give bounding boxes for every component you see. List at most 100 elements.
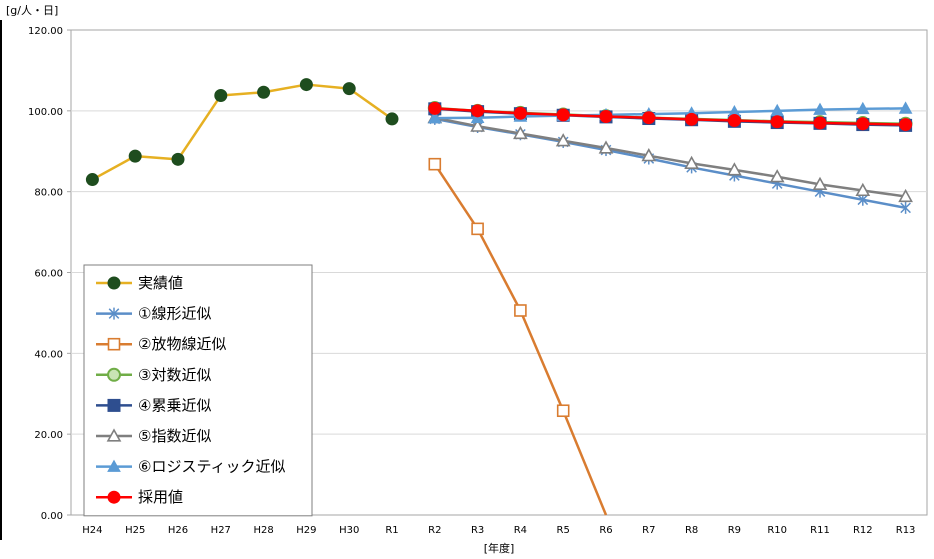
x-tick-label: H28 bbox=[253, 525, 273, 536]
y-tick-label: 60.00 bbox=[34, 269, 63, 280]
series-line bbox=[434, 107, 906, 126]
x-tick-label: R1 bbox=[385, 525, 398, 536]
data-point bbox=[299, 78, 313, 92]
data-point bbox=[900, 201, 911, 214]
x-tick-label: R3 bbox=[471, 525, 484, 536]
data-point bbox=[599, 109, 613, 123]
series-8 bbox=[428, 101, 913, 132]
x-tick-label: R8 bbox=[685, 525, 698, 536]
x-tick-label: H26 bbox=[168, 525, 188, 536]
data-point bbox=[513, 125, 528, 140]
y-tick-label: 100.00 bbox=[28, 107, 63, 118]
legend-item: ④累乗近似 bbox=[96, 396, 211, 414]
x-tick-label: R4 bbox=[514, 525, 527, 536]
x-tick-label: R5 bbox=[557, 525, 570, 536]
series-line bbox=[434, 116, 906, 198]
legend-item: ③対数近似 bbox=[96, 366, 211, 384]
series-line bbox=[91, 83, 393, 181]
data-point bbox=[899, 118, 913, 132]
data-point bbox=[428, 157, 442, 171]
legend-marker bbox=[107, 367, 121, 382]
data-point bbox=[214, 88, 228, 102]
data-point bbox=[642, 111, 656, 125]
x-tick-label: R9 bbox=[728, 525, 741, 536]
legend-marker bbox=[106, 428, 122, 442]
data-point bbox=[427, 111, 442, 124]
legend-item: 実績値 bbox=[96, 274, 183, 292]
series-3 bbox=[428, 157, 608, 516]
legend-box bbox=[83, 264, 313, 517]
data-point bbox=[685, 112, 699, 126]
legend-label: ②放物線近似 bbox=[138, 335, 226, 353]
legend-item: ⑥ロジスティック近似 bbox=[96, 458, 286, 476]
legend-item: 採用値 bbox=[96, 488, 183, 506]
data-point bbox=[856, 117, 870, 131]
legend-item: ①線形近似 bbox=[96, 305, 211, 323]
data-point bbox=[513, 106, 527, 120]
legend-marker bbox=[108, 307, 120, 320]
series-layer bbox=[85, 78, 913, 516]
data-point bbox=[812, 176, 828, 190]
data-point bbox=[128, 149, 142, 163]
x-tick-label: H27 bbox=[211, 525, 231, 536]
data-point bbox=[813, 102, 827, 115]
x-tick-label: H25 bbox=[125, 525, 145, 536]
y-tick-labels: 0.00 20.00 40.00 60.00 80.00 100.00 120.00 bbox=[28, 26, 63, 522]
data-point bbox=[898, 188, 913, 203]
x-tick-label: H30 bbox=[339, 525, 359, 536]
data-point bbox=[641, 148, 657, 162]
data-point bbox=[556, 404, 570, 418]
data-point bbox=[471, 222, 484, 236]
x-tick-label: R2 bbox=[428, 525, 441, 536]
data-point bbox=[556, 108, 570, 122]
y-tick-label: 20.00 bbox=[34, 430, 63, 441]
legend-marker bbox=[107, 398, 121, 412]
x-tick-label: R7 bbox=[642, 525, 655, 536]
data-point bbox=[555, 133, 571, 147]
legend-label: 採用値 bbox=[138, 488, 183, 506]
data-point bbox=[855, 182, 871, 197]
data-point bbox=[684, 155, 699, 169]
legend-marker bbox=[107, 276, 121, 290]
series-line bbox=[434, 107, 906, 120]
y-axis-label: [g/人・日] bbox=[6, 4, 58, 17]
data-point bbox=[770, 115, 784, 129]
data-point bbox=[342, 82, 356, 96]
series-6 bbox=[427, 110, 913, 203]
legend: 実績値 ①線形近似 ②放物線近似 ③対数近似 ④累乗近似 ⑤指数近似 ⑥ロジスティック近似採… bbox=[83, 264, 313, 517]
x-tick-label: H29 bbox=[296, 525, 316, 536]
y-tick-label: 0.00 bbox=[41, 511, 63, 522]
x-axis-label: [年度] bbox=[484, 541, 515, 555]
data-point bbox=[855, 101, 870, 115]
x-tick-label: R6 bbox=[599, 525, 612, 536]
x-tick-label: R12 bbox=[853, 525, 873, 536]
data-point bbox=[171, 152, 185, 166]
x-tick-label: R11 bbox=[810, 525, 830, 536]
legend-label: ⑥ロジスティック近似 bbox=[138, 458, 286, 476]
data-point bbox=[898, 101, 913, 114]
x-tick-label: R13 bbox=[896, 525, 916, 536]
x-tick-label: H24 bbox=[82, 525, 102, 536]
y-tick-label: 120.00 bbox=[28, 26, 63, 37]
series-1 bbox=[85, 78, 399, 187]
y-tick-label: 40.00 bbox=[34, 349, 63, 360]
data-point bbox=[85, 173, 99, 187]
data-point bbox=[514, 304, 527, 317]
legend-label: ①線形近似 bbox=[138, 305, 211, 323]
data-point bbox=[385, 112, 399, 126]
legend-label: ⑤指数近似 bbox=[138, 427, 211, 445]
data-point bbox=[813, 116, 827, 130]
data-point bbox=[428, 101, 442, 115]
legend-item: ⑤指数近似 bbox=[96, 427, 211, 445]
data-point bbox=[257, 85, 271, 99]
y-tick-label: 80.00 bbox=[34, 188, 63, 199]
data-point bbox=[470, 118, 485, 132]
legend-label: ④累乗近似 bbox=[138, 396, 211, 414]
data-point bbox=[471, 104, 485, 118]
legend-label: 実績値 bbox=[138, 274, 183, 292]
data-point bbox=[598, 140, 614, 154]
legend-marker bbox=[107, 337, 121, 351]
x-tick-label: R10 bbox=[767, 525, 787, 536]
legend-label: ③対数近似 bbox=[138, 366, 211, 384]
